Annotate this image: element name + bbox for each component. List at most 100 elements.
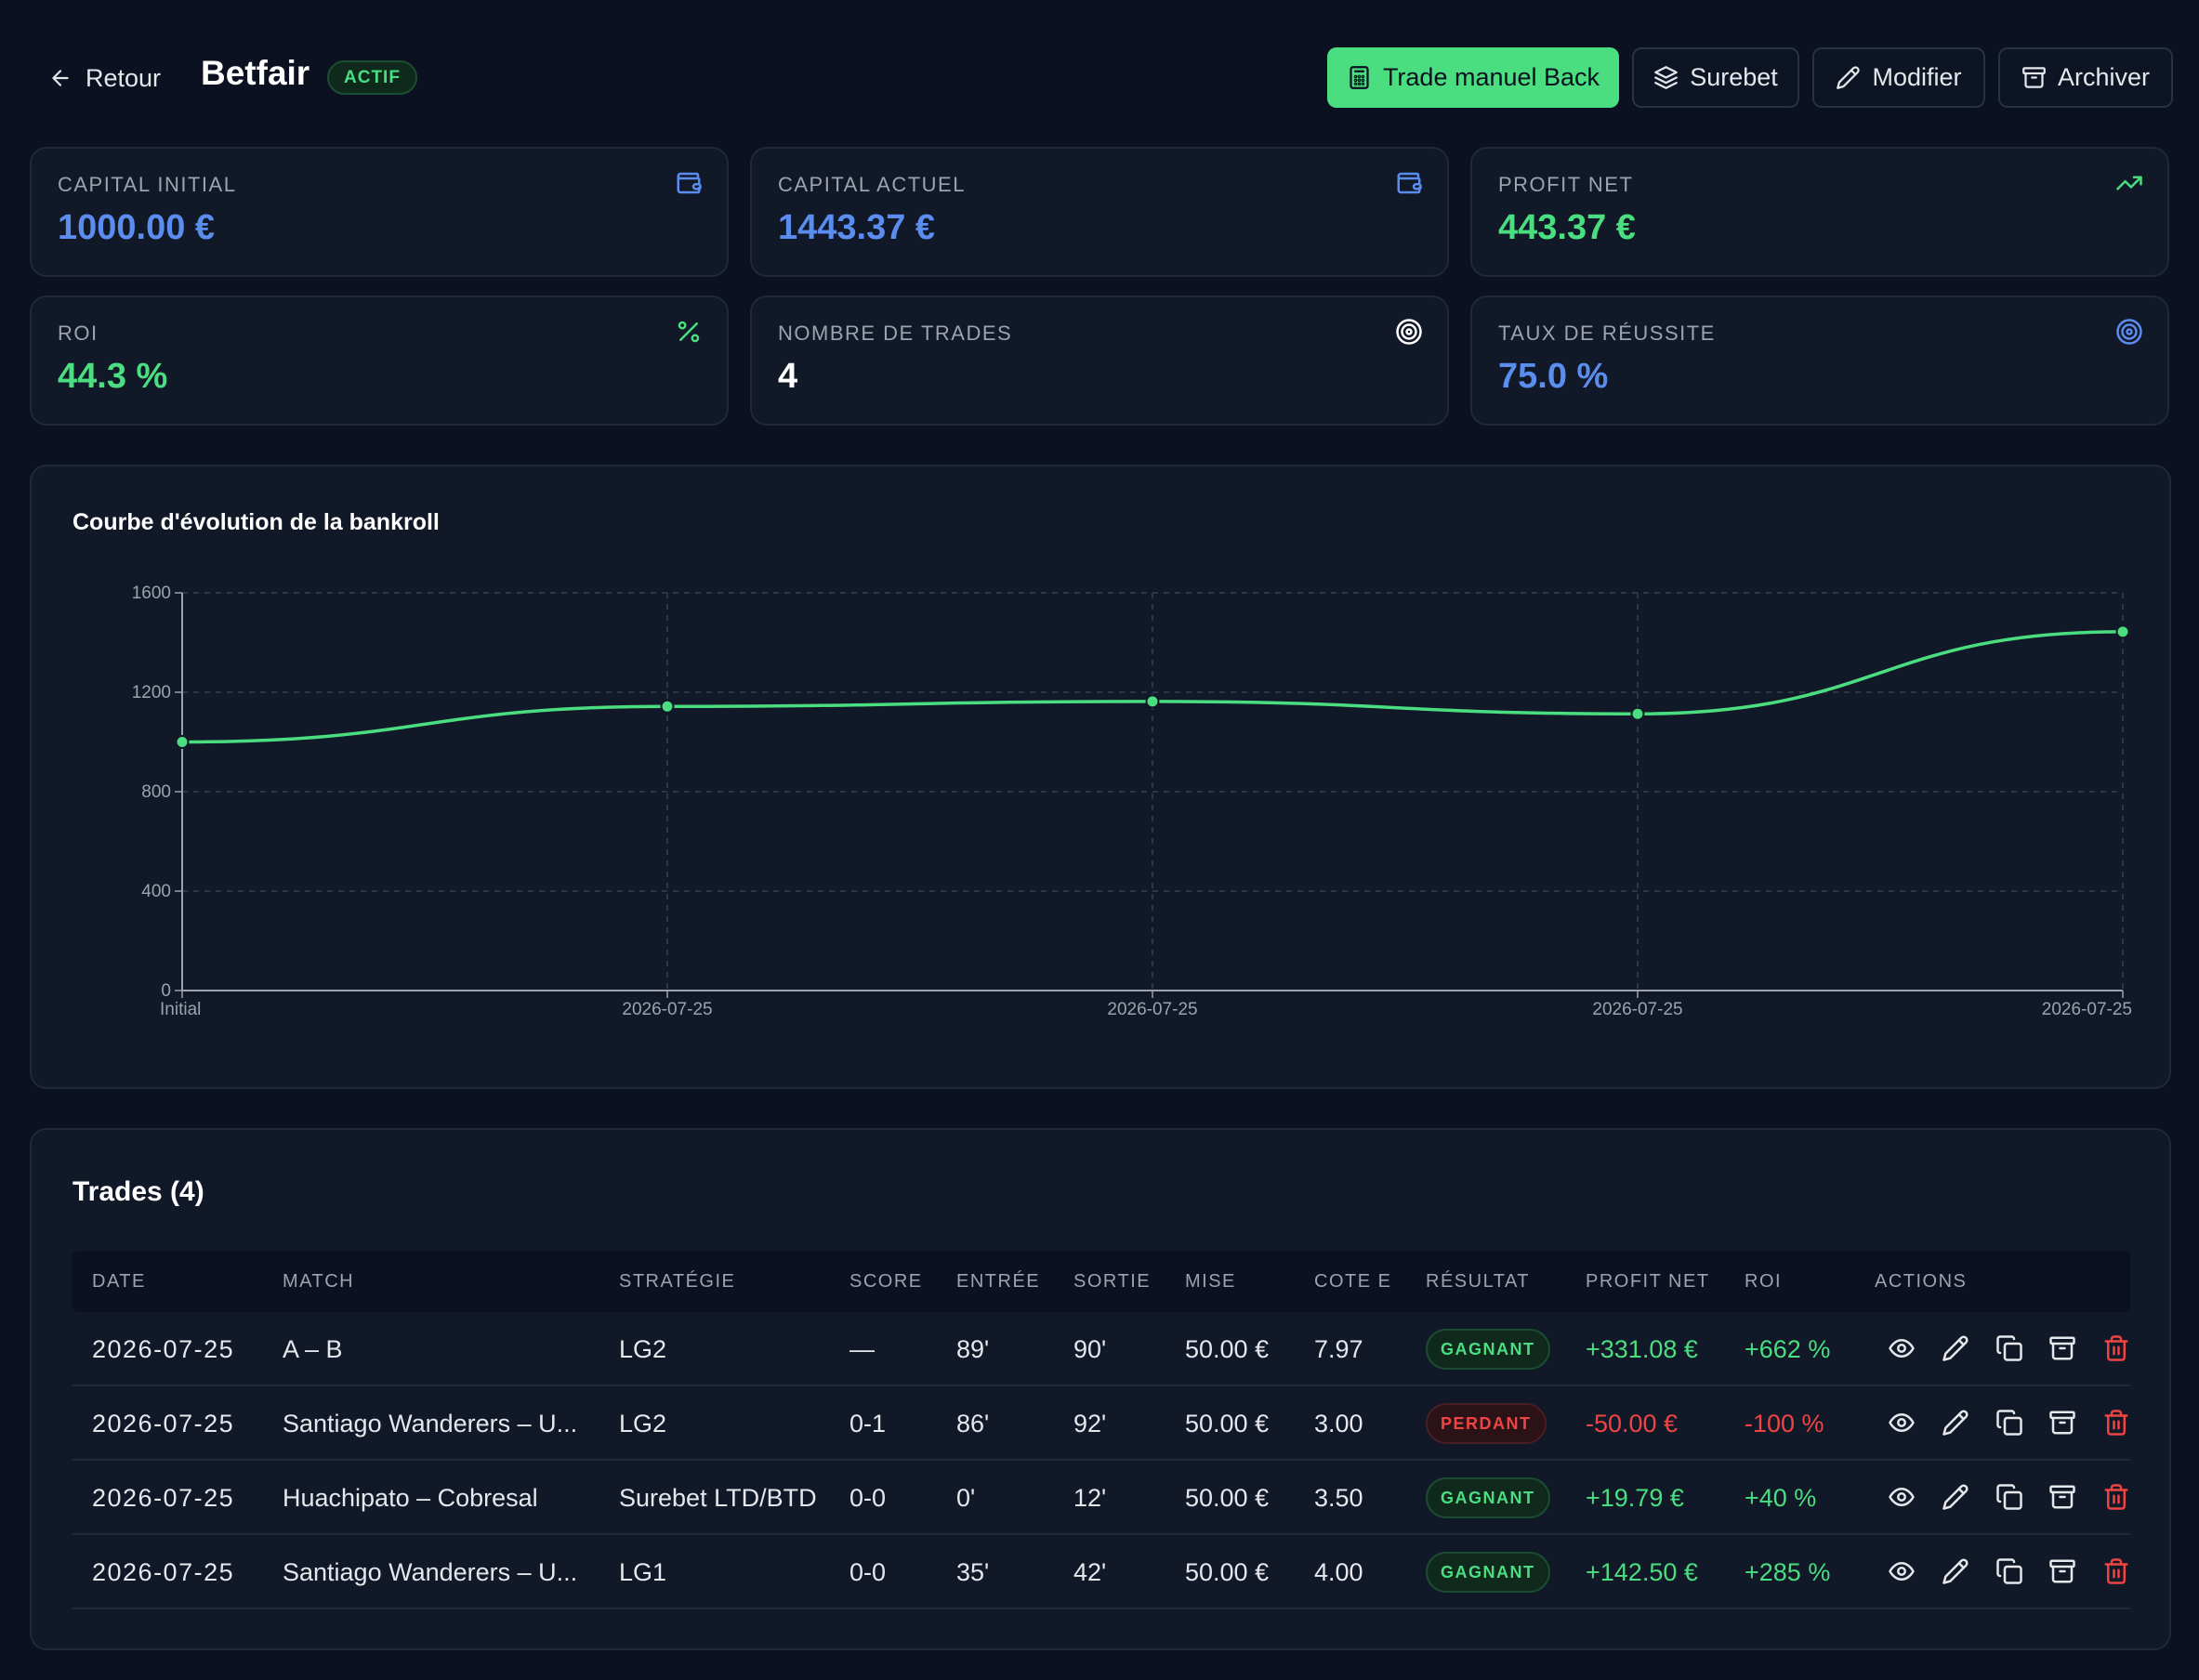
col-date[interactable]: DATE [92,1271,146,1292]
col-match[interactable]: MATCH [283,1271,355,1292]
copy-icon [1996,1410,2022,1436]
layers-icon [1654,66,1679,89]
cell-stake: 50.00 € [1185,1335,1270,1363]
pencil-icon [1942,1410,1969,1436]
archiver-button[interactable]: Archiver [1998,47,2173,108]
trades-panel: Trades (4) DATE MATCH STRATÉGIE SCORE EN… [30,1128,2171,1650]
col-score[interactable]: SCORE [849,1271,923,1292]
trash-icon [2104,1558,2128,1584]
data-point[interactable] [1145,694,1160,709]
stat-label: PROFIT NET [1498,173,1634,196]
status-badge: ACTIF [327,60,417,95]
stat-value: 1443.37 € [778,208,936,247]
eye-icon [1889,1413,1915,1432]
cell-odds: 4.00 [1314,1558,1363,1586]
delete-button[interactable] [2102,1557,2130,1585]
cell-score: 0-0 [849,1558,887,1586]
data-point[interactable] [660,699,675,714]
pencil-icon [1942,1558,1969,1584]
x-tick-label: 2026-07-25 [622,1000,712,1019]
col-strategy[interactable]: STRATÉGIE [619,1271,736,1292]
duplicate-button[interactable] [1995,1334,2023,1362]
stat-value: 443.37 € [1498,208,1636,247]
col-entry[interactable]: ENTRÉE [956,1271,1041,1292]
percent-icon [675,318,703,346]
cell-match: Santiago Wanderers – U... [283,1410,578,1437]
col-exit[interactable]: SORTIE [1073,1271,1152,1292]
edit-button[interactable] [1942,1483,1969,1511]
archive-button[interactable] [2048,1334,2076,1362]
stat-card-taux-reussite: TAUX DE RÉUSSITE 75.0 % [1470,295,2169,426]
stat-label: NOMBRE DE TRADES [778,322,1013,345]
cell-score: 0-1 [849,1410,887,1437]
bankroll-chart-panel: Courbe d'évolution de la bankroll 0 400 80… [30,465,2171,1089]
modifier-label: Modifier [1872,63,1962,91]
cell-date: 2026-07-25 [92,1558,235,1586]
col-stake[interactable]: MISE [1185,1271,1236,1292]
result-badge: PERDANT [1426,1403,1547,1444]
cell-strategy: Surebet LTD/BTD [619,1484,817,1512]
edit-button[interactable] [1942,1409,1969,1437]
edit-button[interactable] [1942,1557,1969,1585]
archive-icon [2049,1485,2075,1509]
pencil-icon [1837,66,1861,89]
data-point[interactable] [1630,706,1645,721]
view-button[interactable] [1888,1557,1916,1585]
col-profit[interactable]: PROFIT NET [1586,1271,1710,1292]
duplicate-button[interactable] [1995,1409,2023,1437]
eye-icon [1889,1488,1915,1506]
cell-odds: 3.50 [1314,1484,1363,1512]
target-icon [2115,318,2143,346]
col-odds[interactable]: COTE E [1314,1271,1392,1292]
surebet-button[interactable]: Surebet [1632,47,1799,108]
table-row[interactable]: 2026-07-25 Santiago Wanderers – U... LG1 0-… [72,1535,2130,1609]
back-button[interactable]: Retour [48,59,161,97]
cell-exit: 12' [1073,1484,1107,1512]
cell-entry: 86' [956,1410,990,1437]
edit-button[interactable] [1942,1334,1969,1362]
wallet-icon [675,169,703,197]
cell-date: 2026-07-25 [92,1484,235,1512]
col-roi[interactable]: ROI [1745,1271,1783,1292]
cell-roi: +285 % [1745,1558,1831,1586]
view-button[interactable] [1888,1409,1916,1437]
stat-value: 75.0 % [1498,357,1609,396]
table-row[interactable]: 2026-07-25 A – B LG2 — 89' 90' 50.00 € 7.97 GAGN… [72,1312,2130,1386]
delete-button[interactable] [2102,1334,2130,1362]
trash-icon [2104,1410,2128,1436]
archive-button[interactable] [2048,1483,2076,1511]
data-point[interactable] [2115,624,2130,639]
eye-icon [1889,1339,1915,1358]
stat-card-nombre-trades: NOMBRE DE TRADES 4 [750,295,1449,426]
cell-entry: 35' [956,1558,990,1586]
trash-icon [2104,1335,2128,1361]
cell-strategy: LG2 [619,1335,667,1363]
col-result[interactable]: RÉSULTAT [1426,1271,1531,1292]
data-point[interactable] [175,735,190,749]
duplicate-button[interactable] [1995,1483,2023,1511]
trending-up-icon [2115,169,2143,197]
view-button[interactable] [1888,1483,1916,1511]
stat-label: CAPITAL INITIAL [58,173,237,196]
duplicate-button[interactable] [1995,1557,2023,1585]
archive-button[interactable] [2048,1409,2076,1437]
cell-exit: 92' [1073,1410,1107,1437]
cell-stake: 50.00 € [1185,1410,1270,1437]
page-header: Retour Betfair ACTIF Trade manuel Back S… [0,0,2199,149]
cell-match: Huachipato – Cobresal [283,1484,538,1512]
archive-icon [2022,67,2046,88]
arrow-left-icon [52,70,69,86]
table-row[interactable]: 2026-07-25 Santiago Wanderers – U... LG2 0-… [72,1386,2130,1461]
y-tick-label: 0 [161,981,171,1001]
archive-button[interactable] [2048,1557,2076,1585]
modifier-button[interactable]: Modifier [1812,47,1985,108]
delete-button[interactable] [2102,1409,2130,1437]
table-row[interactable]: 2026-07-25 Huachipato – Cobresal Surebet L… [72,1461,2130,1535]
cell-score: 0-0 [849,1484,887,1512]
view-button[interactable] [1888,1334,1916,1362]
cell-odds: 7.97 [1314,1335,1363,1363]
trade-manual-back-button[interactable]: Trade manuel Back [1327,47,1619,108]
delete-button[interactable] [2102,1483,2130,1511]
page-title: Betfair [201,54,310,92]
stat-value: 44.3 % [58,357,168,396]
